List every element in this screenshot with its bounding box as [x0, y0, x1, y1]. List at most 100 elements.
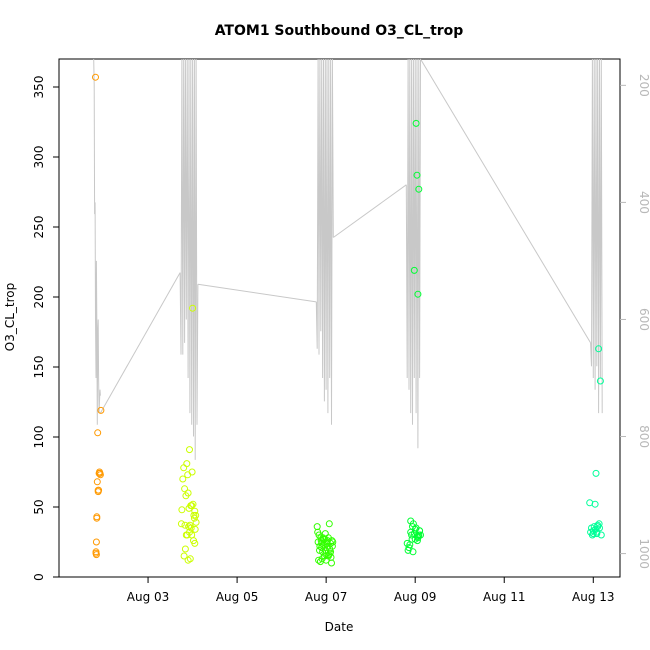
- data-point: [414, 290, 422, 298]
- data-point: [591, 500, 599, 508]
- data-point: [181, 545, 189, 553]
- data-point: [180, 552, 188, 560]
- data-point: [413, 532, 421, 540]
- data-point: [322, 549, 330, 557]
- data-point: [595, 520, 603, 528]
- data-point: [328, 559, 335, 567]
- data-point: [412, 119, 420, 127]
- y2-tick-label: 400: [637, 191, 650, 214]
- y-tick-label: 250: [32, 216, 46, 239]
- data-point: [191, 507, 199, 515]
- data-point: [181, 521, 189, 529]
- y-tick-label: 300: [32, 146, 46, 169]
- data-point: [314, 528, 322, 536]
- y2-tick-label: 1000: [637, 538, 650, 569]
- data-point: [95, 486, 103, 494]
- x-tick-label: Aug 13: [572, 590, 615, 604]
- data-point: [93, 478, 101, 486]
- data-point: [325, 520, 333, 528]
- right-pressure-axis: 200 400 600 800 1000: [620, 74, 650, 569]
- data-point: [92, 538, 100, 546]
- plot-border: [58, 58, 621, 578]
- data-point: [94, 429, 102, 437]
- pressure-line-segment: [315, 58, 334, 425]
- data-point: [92, 551, 100, 559]
- data-point: [410, 266, 418, 274]
- data-point: [596, 524, 603, 532]
- data-point: [187, 524, 195, 532]
- data-point: [184, 471, 192, 479]
- data-point: [188, 502, 196, 510]
- pressure-line-segment: [590, 58, 603, 414]
- data-point: [413, 171, 421, 179]
- y-tick-label: 100: [32, 426, 46, 449]
- data-point: [181, 485, 189, 493]
- data-point: [92, 548, 100, 556]
- data-point: [407, 528, 415, 536]
- data-point: [593, 530, 601, 538]
- data-point: [595, 345, 603, 353]
- data-point: [324, 534, 332, 542]
- data-point: [318, 544, 326, 552]
- data-point: [597, 531, 605, 539]
- pressure-line-segment: [93, 58, 101, 425]
- data-point: [189, 500, 197, 508]
- data-point: [409, 548, 417, 556]
- data-point: [92, 73, 99, 81]
- data-point: [405, 544, 413, 552]
- x-axis: Aug 03 Aug 05 Aug 07 Aug 09 Aug 11 Aug 13: [127, 577, 615, 604]
- y-tick-label: 0: [32, 573, 46, 581]
- pressure-line-segment: [405, 58, 421, 449]
- data-point: [179, 475, 187, 483]
- data-point: [192, 518, 200, 526]
- data-point: [97, 406, 105, 414]
- y-tick-label: 350: [32, 76, 46, 99]
- data-point: [192, 511, 200, 519]
- data-point: [186, 555, 194, 563]
- y-axis: 0 50 100 150 200 250 300 350: [32, 76, 59, 581]
- data-points: [92, 73, 605, 567]
- chart-title: ATOM1 Southbound O3_CL_trop: [215, 23, 464, 39]
- pressure-line-segment: [179, 58, 199, 460]
- y-tick-label: 50: [32, 499, 46, 514]
- y-tick-label: 200: [32, 286, 46, 309]
- data-point: [178, 506, 186, 514]
- pressure-line-segment: [197, 283, 317, 303]
- y2-tick-label: 600: [637, 308, 650, 331]
- data-point: [180, 464, 188, 472]
- x-tick-label: Aug 09: [394, 590, 437, 604]
- x-axis-label: Date: [325, 620, 354, 634]
- x-tick-label: Aug 11: [483, 590, 526, 604]
- data-point: [189, 304, 197, 312]
- y-tick-label: 150: [32, 356, 46, 379]
- data-point: [416, 527, 424, 535]
- data-point: [191, 539, 199, 547]
- data-point: [93, 514, 101, 522]
- data-point: [183, 460, 191, 468]
- data-point: [415, 185, 423, 193]
- x-tick-label: Aug 07: [305, 590, 348, 604]
- data-point: [596, 377, 604, 385]
- data-point: [589, 530, 597, 538]
- x-tick-label: Aug 03: [127, 590, 170, 604]
- data-point: [315, 556, 323, 564]
- pressure-line-segment: [420, 58, 592, 344]
- data-point: [313, 523, 321, 531]
- data-point: [188, 468, 196, 476]
- data-point: [415, 531, 423, 539]
- pressure-line-segment: [333, 184, 407, 238]
- plot-frame: [58, 58, 621, 578]
- data-point: [184, 489, 192, 497]
- data-point: [186, 446, 193, 454]
- data-point: [177, 520, 185, 528]
- y2-tick-label: 800: [637, 425, 650, 448]
- pressure-line: [93, 58, 603, 460]
- x-tick-label: Aug 05: [216, 590, 259, 604]
- data-point: [96, 471, 104, 479]
- data-point: [186, 528, 193, 536]
- pressure-line-segment: [99, 272, 181, 414]
- y-axis-label: O3_CL_trop: [3, 283, 17, 351]
- data-point: [191, 525, 199, 533]
- y2-tick-label: 200: [637, 74, 650, 97]
